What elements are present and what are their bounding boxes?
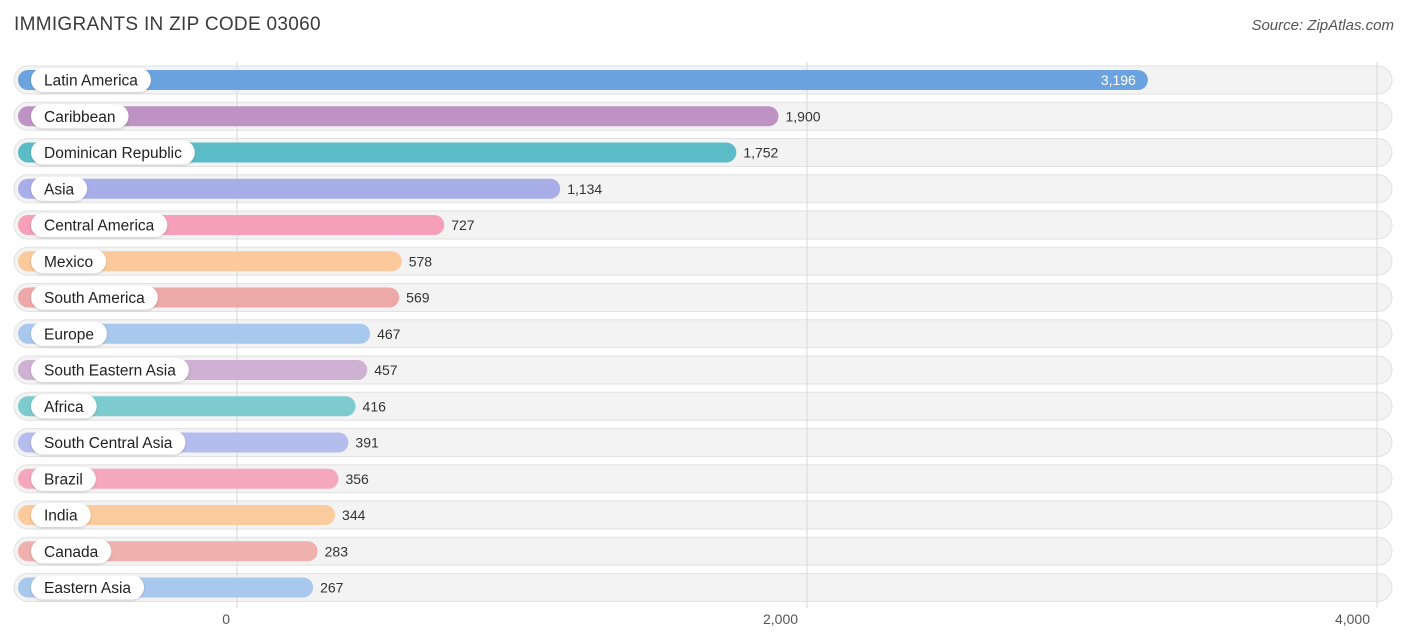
row-background <box>13 428 1393 457</box>
category-label: Africa <box>44 399 84 416</box>
value-label: 578 <box>409 253 433 269</box>
value-label: 344 <box>342 507 366 523</box>
bar <box>18 142 737 163</box>
value-label: 3,196 <box>1101 72 1136 88</box>
category-label: Eastern Asia <box>44 580 131 597</box>
value-label: 1,752 <box>743 145 778 161</box>
category-label: Mexico <box>44 254 93 271</box>
bar-row: Brazil 356 <box>18 466 369 491</box>
bar <box>18 178 561 199</box>
category-pill <box>31 104 129 129</box>
category-pill <box>31 466 96 491</box>
category-pill <box>31 430 186 455</box>
category-label: Latin America <box>44 73 138 90</box>
bar-row: Eastern Asia 267 <box>18 575 344 600</box>
chart-title: IMMIGRANTS IN ZIP CODE 03060 <box>14 14 321 35</box>
row-background <box>13 536 1393 566</box>
value-label: 727 <box>451 217 475 233</box>
bar-row: Canada 283 <box>18 539 349 564</box>
row-background <box>13 464 1393 494</box>
value-label: 267 <box>320 580 344 596</box>
bar <box>18 251 402 272</box>
value-label: 1,134 <box>567 181 602 197</box>
value-label: 356 <box>345 471 369 487</box>
category-label: India <box>44 508 78 525</box>
category-label: Caribbean <box>44 109 116 126</box>
category-label: South America <box>44 290 145 307</box>
bar-row: South America 569 <box>18 285 430 310</box>
category-label: South Central Asia <box>44 435 173 452</box>
value-label: 1,900 <box>786 108 821 124</box>
category-label: Dominican Republic <box>44 145 182 162</box>
x-tick-label: 4,000 <box>1335 611 1370 627</box>
category-pill <box>31 68 151 92</box>
category-pill <box>31 140 195 165</box>
bar <box>18 323 371 344</box>
bar-row: Africa 416 <box>18 394 387 419</box>
row-background <box>13 573 1393 602</box>
bar-row: Dominican Republic 1,752 <box>18 140 779 165</box>
bar <box>18 505 336 525</box>
value-label: 283 <box>325 543 349 559</box>
category-pill <box>31 503 91 527</box>
category-label: Brazil <box>44 471 83 488</box>
bar-row: Mexico 578 <box>18 249 433 274</box>
bar-row: Europe 467 <box>18 321 401 346</box>
bar-row: South Central Asia 391 <box>18 430 379 455</box>
value-label: 569 <box>406 290 430 306</box>
category-pill <box>31 358 189 382</box>
category-label: Asia <box>44 181 75 198</box>
x-tick-label: 0 <box>222 611 230 627</box>
source-note: Source: ZipAtlas.com <box>1251 17 1394 34</box>
row-background <box>13 391 1393 421</box>
category-pill <box>31 213 168 237</box>
bar-row: India 344 <box>18 503 366 527</box>
category-pill <box>31 394 97 419</box>
category-pill <box>31 285 158 310</box>
category-pill <box>31 539 112 564</box>
category-pill <box>31 321 107 346</box>
bar <box>18 106 779 127</box>
category-pill <box>31 176 88 201</box>
x-tick-label: 2,000 <box>763 611 798 627</box>
value-label: 391 <box>355 435 379 451</box>
category-label: South Eastern Asia <box>44 363 176 380</box>
bar <box>18 396 356 417</box>
row-background <box>13 500 1393 530</box>
bar <box>18 70 1148 90</box>
category-pill <box>31 249 107 274</box>
category-label: Central America <box>44 218 155 235</box>
category-label: Canada <box>44 544 99 561</box>
bar-row: Caribbean 1,900 <box>18 104 821 129</box>
value-label: 467 <box>377 326 401 342</box>
bar-row: Central America 727 <box>18 213 475 237</box>
bar-row: Latin America 3,196 <box>18 68 1148 92</box>
bar-row: Asia 1,134 <box>18 176 602 201</box>
value-label: 416 <box>363 398 387 414</box>
category-pill <box>31 575 145 600</box>
category-label: Europe <box>44 326 94 343</box>
value-label: 457 <box>374 362 398 378</box>
bar-row: South Eastern Asia 457 <box>18 358 398 382</box>
bar <box>18 468 339 489</box>
